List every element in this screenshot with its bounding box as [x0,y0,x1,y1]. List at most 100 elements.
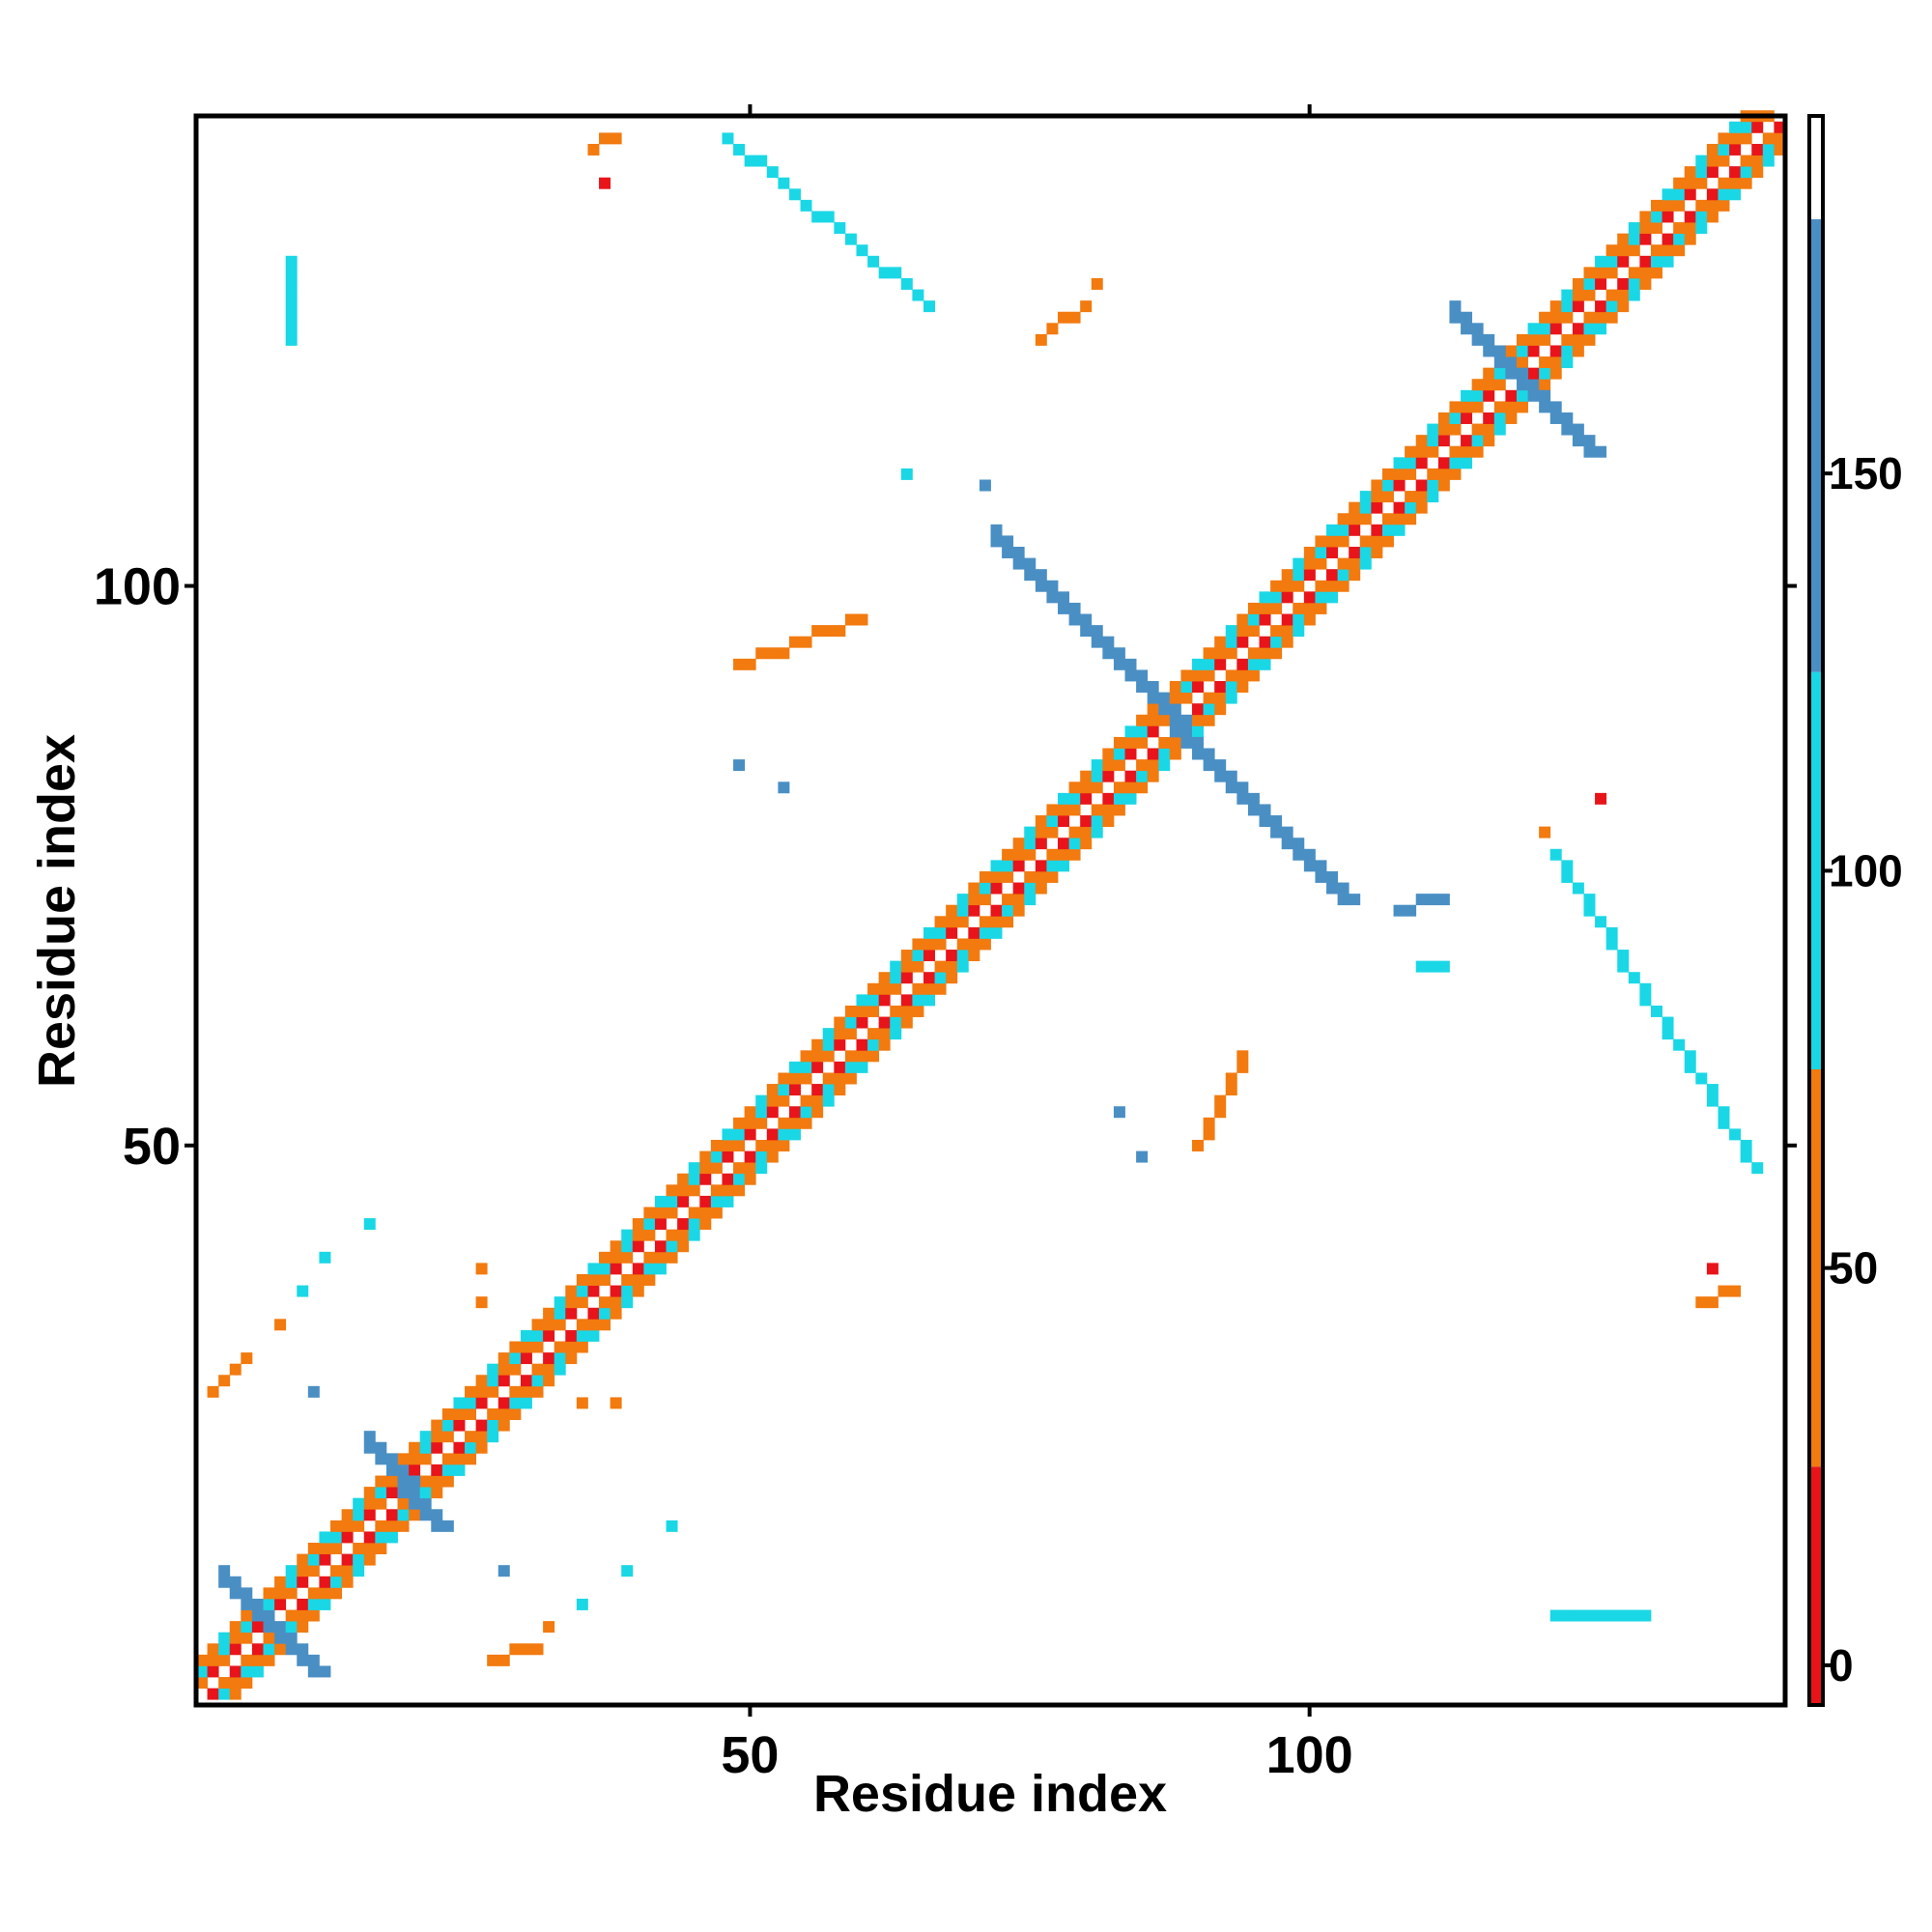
heatmap-cell [1628,267,1640,279]
heatmap-cell [1035,882,1047,895]
heatmap-cell [710,1184,723,1197]
heatmap-cell [319,1553,331,1566]
heatmap-cell [666,1195,678,1208]
heatmap-cell [1259,613,1271,626]
heatmap-cell [1483,389,1495,402]
heatmap-cell [1080,792,1093,805]
heatmap-cell [1583,1609,1596,1622]
heatmap-cell [621,1240,634,1253]
heatmap-cell [1113,792,1125,805]
heatmap-cell [766,166,779,179]
heatmap-cell [934,938,947,951]
heatmap-cell [565,1352,578,1365]
heatmap-cell [1549,345,1562,357]
colorbar-band [1809,1466,1823,1705]
heatmap-cell [465,1453,477,1465]
heatmap-cell [900,1005,913,1017]
heatmap-cell [1203,669,1215,682]
heatmap-cell [1774,121,1786,133]
heatmap-cell [766,1128,779,1141]
heatmap-cell [733,1128,746,1141]
tick-labels: 50 100 50 100 [94,558,1353,1784]
heatmap-cell [1662,233,1674,245]
heatmap-cell [1617,300,1630,313]
heatmap-cell [1493,379,1506,391]
heatmap-cell [419,1431,432,1443]
heatmap-cell [397,1520,410,1532]
heatmap-cell [1662,1028,1674,1040]
heatmap-cell [285,289,298,301]
heatmap-cell [699,1151,712,1163]
heatmap-cell [475,1419,488,1432]
heatmap-cell [1068,804,1081,816]
heatmap-cell [229,1665,242,1678]
heatmap-cell [610,132,622,145]
heatmap-cell [475,1431,488,1443]
heatmap-cell [1583,267,1596,279]
heatmap-cell [1136,681,1149,693]
heatmap-cell [1303,569,1316,582]
heatmap-cell [1281,838,1293,850]
x-axis-title: Residue index [813,1765,1167,1823]
heatmap-cell [1595,323,1607,335]
heatmap-cell [1437,468,1450,480]
heatmap-cell [699,1162,712,1175]
heatmap-cell [1214,681,1227,693]
heatmap-cell [229,1677,242,1690]
heatmap-cell [1326,882,1339,895]
heatmap-cell [1315,602,1327,614]
heatmap-cell [1058,848,1069,861]
heatmap-cell [1080,613,1093,626]
heatmap-cell [1035,870,1047,883]
heatmap-cell [241,1587,253,1600]
heatmap-cell [1572,300,1584,313]
heatmap-cell [531,1385,544,1398]
heatmap-cell [900,960,913,973]
heatmap-cell [1091,826,1103,838]
heatmap-cell [1102,759,1115,772]
heatmap-cell [788,1084,801,1096]
heatmap-cell [274,1632,287,1644]
heatmap-cell [643,1263,656,1275]
heatmap-cell [1080,781,1093,794]
heatmap-cell [856,1016,868,1029]
heatmap-cell [1561,289,1574,301]
heatmap-cell [229,1576,242,1588]
heatmap-cell [1483,367,1495,380]
heatmap-cell [319,1598,331,1610]
heatmap-cell [867,1050,880,1063]
heatmap-cell [1214,759,1227,772]
heatmap-cell [1561,1609,1574,1622]
heatmap-cell [397,1475,410,1488]
heatmap-cell [599,1251,611,1264]
heatmap-cell [1012,904,1025,917]
heatmap-cell [307,1654,320,1666]
heatmap-cell [1046,848,1059,861]
heatmap-cell [1583,289,1596,301]
heatmap-cell [1628,277,1640,290]
heatmap-cell [565,1329,578,1342]
heatmap-cell [1247,647,1260,660]
heatmap-cell [1539,367,1551,380]
heatmap-cell [1349,501,1361,514]
heatmap-cell [1247,669,1260,682]
heatmap-cell [1337,569,1350,582]
heatmap-cell [363,1509,376,1521]
heatmap-cell [1124,770,1137,782]
heatmap-cell [1605,244,1618,257]
heatmap-cell [934,916,947,928]
heatmap-cell [934,982,947,995]
heatmap-cell [946,904,958,917]
heatmap-cell [1561,345,1574,357]
heatmap-cell [1427,423,1439,436]
heatmap-cell [1192,658,1204,670]
heatmap-cell [811,1106,824,1119]
heatmap-cell [1214,1094,1227,1107]
heatmap-cell [353,1543,365,1554]
heatmap-cell [1192,714,1204,726]
heatmap-cell [1113,658,1125,670]
heatmap-cell [1695,177,1708,189]
heatmap-cell [1058,311,1069,324]
heatmap-cell [1214,1106,1227,1119]
heatmap-cell [1124,781,1137,794]
